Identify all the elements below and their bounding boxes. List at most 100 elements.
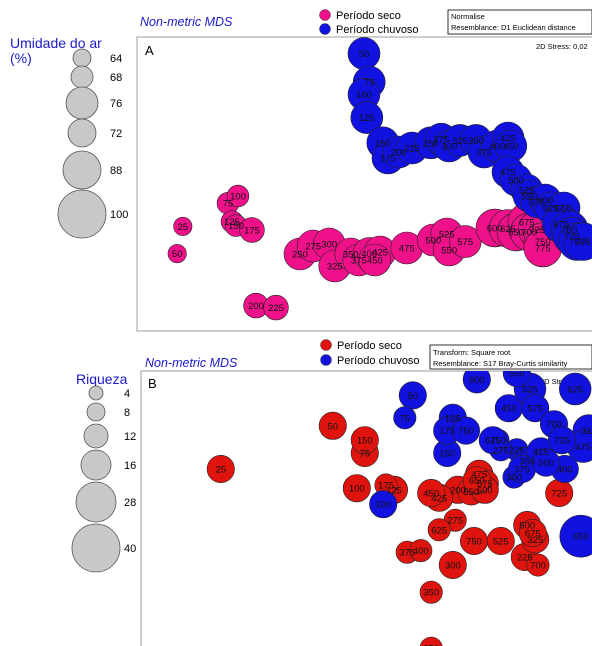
point-label-seco-75: 75: [360, 449, 371, 460]
point-label-chuvoso-450: 450: [501, 404, 517, 415]
legend-label-seco-b: Período seco: [337, 340, 402, 352]
point-label-seco-400: 400: [413, 546, 429, 557]
size-legend-value-a-64: 64: [110, 53, 122, 65]
point-label-chuvoso-275: 275: [433, 135, 449, 146]
point-label-seco-175: 175: [378, 481, 394, 492]
point-label-chuvoso-725: 725: [564, 232, 580, 243]
point-chuvoso-500: [531, 448, 560, 477]
size-legend-value-b-12: 12: [124, 431, 136, 443]
legend-label-chuvoso-a: Período chuvoso: [336, 24, 419, 36]
size-legend-bubble-a-88: [62, 150, 102, 190]
point-chuvoso-725: [547, 426, 576, 455]
point-label-seco-325: 325: [327, 262, 343, 273]
size-legend-bubble-a-64: [72, 48, 92, 68]
resemblance-box-a: Normalise Resemblance: D1 Euclidean dist…: [447, 9, 592, 35]
point-label-seco-200: 200: [450, 485, 466, 496]
point-chuvoso-125: [350, 101, 384, 134]
stress-label-a: 2D Stress: 0,02: [536, 42, 588, 51]
point-chuvoso-550: [502, 371, 531, 387]
point-label-chuvoso-225: 225: [509, 445, 525, 456]
point-label-chuvoso-125: 125: [445, 413, 461, 424]
point-label-seco-450: 450: [367, 256, 383, 267]
point-seco-250: [419, 636, 443, 646]
point-label-chuvoso-275: 275: [493, 445, 509, 456]
size-legend-bubble-a-100: [57, 189, 107, 239]
point-label-seco-500: 500: [519, 521, 535, 532]
size-legend-value-a-100: 100: [110, 209, 128, 221]
point-label-seco-625: 625: [500, 224, 516, 235]
point-label-seco-625: 625: [431, 525, 447, 536]
point-label-seco-150: 150: [357, 436, 373, 447]
point-label-seco-350: 350: [423, 588, 439, 599]
legend-swatch-chuvoso-a: [319, 23, 331, 35]
resemblance-box-b: Transform: Square root Resemblance: S17 …: [429, 344, 592, 370]
point-label-seco-275: 275: [305, 242, 321, 253]
point-label-chuvoso-500: 500: [508, 176, 524, 187]
point-chuvoso-650: [559, 514, 592, 558]
point-chuvoso-100: [369, 490, 398, 519]
point-seco-750: [459, 526, 488, 555]
point-label-seco-250: 250: [423, 644, 439, 646]
point-label-chuvoso-325: 325: [452, 136, 468, 147]
point-chuvoso-600: [462, 371, 491, 394]
point-label-chuvoso-400: 400: [557, 465, 573, 476]
size-legend-value-a-72: 72: [110, 128, 122, 140]
point-label-seco-600: 600: [487, 224, 503, 235]
point-label-seco-100: 100: [230, 192, 246, 203]
size-legend-title-a-unit: (%): [10, 50, 32, 66]
point-label-chuvoso-650: 650: [573, 532, 589, 543]
point-label-seco-475: 475: [471, 469, 487, 480]
point-label-seco-400: 400: [361, 249, 377, 260]
point-label-chuvoso-525: 525: [519, 186, 535, 197]
point-seco-50: [167, 244, 187, 264]
point-label-chuvoso-250: 250: [490, 436, 506, 447]
point-seco-675: [518, 518, 547, 547]
point-label-seco-275: 275: [447, 516, 463, 527]
size-legend-value-b-28: 28: [124, 497, 136, 509]
point-label-chuvoso-750: 750: [569, 237, 585, 248]
point-label-chuvoso-475: 475: [575, 442, 591, 453]
point-label-chuvoso-250: 250: [423, 138, 439, 149]
point-label-seco-25: 25: [216, 465, 227, 476]
point-seco-625: [427, 518, 451, 542]
point-chuvoso-25: [351, 0, 383, 6]
point-label-chuvoso-75: 75: [400, 413, 411, 424]
point-label-seco-775: 775: [535, 244, 551, 255]
legend-b: Período seco Período chuvoso: [320, 339, 420, 367]
point-label-chuvoso-175: 175: [439, 426, 455, 437]
point-label-chuvoso-525: 525: [522, 385, 538, 396]
point-label-chuvoso-700: 700: [546, 420, 562, 431]
point-label-seco-475: 475: [399, 244, 415, 255]
point-label-chuvoso-675: 675: [485, 436, 501, 447]
point-label-seco-650: 650: [508, 228, 524, 239]
point-label-chuvoso-700: 700: [561, 225, 577, 236]
point-label-chuvoso-100: 100: [375, 500, 391, 511]
point-label-seco-675: 675: [525, 529, 541, 540]
point-label-chuvoso-425: 425: [533, 447, 549, 458]
point-label-chuvoso-550: 550: [509, 369, 525, 380]
point-label-seco-425: 425: [372, 248, 388, 259]
point-label-chuvoso-175: 175: [380, 154, 396, 165]
point-label-seco-250: 250: [292, 250, 308, 261]
point-label-chuvoso-375: 375: [514, 465, 530, 476]
size-legend-bubble-b-12: [83, 423, 109, 449]
point-seco-450: [358, 243, 392, 277]
point-label-chuvoso-600: 600: [537, 196, 553, 207]
point-label-chuvoso-725: 725: [554, 436, 570, 447]
point-chuvoso-50: [398, 381, 427, 410]
point-chuvoso-625: [558, 372, 592, 406]
size-legend-bubble-b-8: [86, 402, 106, 422]
point-label-chuvoso-300: 300: [441, 142, 457, 153]
point-label-chuvoso-325: 325: [581, 426, 592, 437]
point-label-chuvoso-125: 125: [359, 113, 375, 124]
point-label-chuvoso-50: 50: [408, 391, 419, 402]
point-label-chuvoso-150: 150: [375, 138, 391, 149]
size-legend-bubble-b-4: [88, 385, 104, 401]
point-label-seco-600: 600: [477, 485, 493, 496]
point-label-seco-750: 750: [466, 537, 482, 548]
point-label-seco-375: 375: [351, 256, 367, 267]
legend-label-seco-a: Período seco: [336, 10, 401, 22]
point-label-seco-425: 425: [431, 493, 447, 504]
size-legend-title-a: Umidade do ar: [10, 35, 102, 51]
